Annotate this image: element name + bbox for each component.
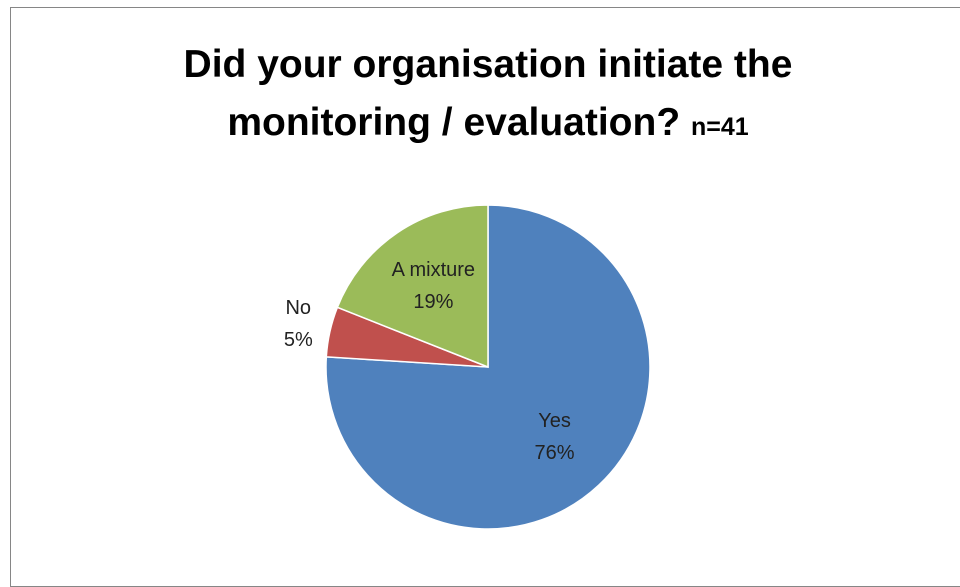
chart-title: Did your organisation initiate the monit… [183,43,793,144]
slice-label: A mixture [392,259,475,281]
pie-slice [336,204,489,369]
slice-value-label: 5% [284,329,313,351]
chart-subtitle: n=41 [691,113,749,141]
slice-value-label: 19% [413,291,453,313]
chart-title-block: Did your organisation initiate the monit… [100,36,876,156]
slice-label: No [285,297,311,319]
slice-label: Yes [538,410,571,432]
slice-value-label: 76% [535,442,575,464]
